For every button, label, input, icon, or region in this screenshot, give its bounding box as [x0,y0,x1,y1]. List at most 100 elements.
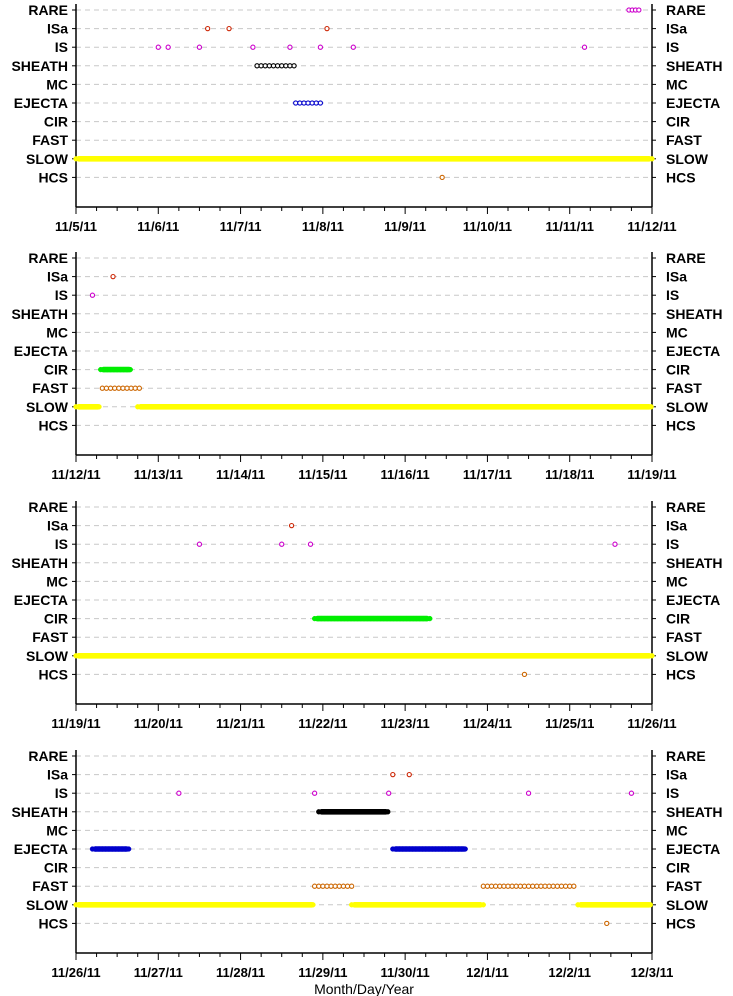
point-sheath [291,63,297,69]
category-label-left: IS [55,287,68,303]
point-is [196,541,203,547]
category-label-right: CIR [666,362,690,378]
x-tick-label: 11/11/11 [545,219,593,234]
category-label-right: MC [666,822,688,838]
category-label-right: ISa [666,269,687,285]
x-tick-label: 11/26/11 [627,716,676,731]
point-isa [288,522,295,529]
category-label-right: SHEATH [666,58,723,74]
band-point [385,809,391,815]
category-label-right: IS [666,785,679,801]
category-label-right: RARE [666,250,706,266]
category-label-left: MC [46,573,68,589]
category-label-left: MC [46,822,68,838]
category-label-right: EJECTA [666,343,720,359]
category-label-left: CIR [44,860,68,876]
category-label-left: HCS [38,417,68,433]
x-tick-label: 11/18/11 [545,467,594,482]
point-is [176,790,182,796]
point-isa [390,771,396,778]
category-label-left: ISa [47,518,68,534]
point-is [612,541,618,547]
category-label-right: SHEATH [666,804,723,820]
category-label-right: IS [666,39,679,55]
point-is [89,292,96,298]
category-label-left: CIR [44,114,68,130]
category-label-left: RARE [28,499,68,515]
category-label-right: EJECTA [666,841,720,857]
band-point [127,366,133,373]
x-tick-label: 11/8/11 [302,219,344,234]
category-label-left: ISa [47,767,68,783]
band-point [648,404,654,410]
x-tick-label: 11/9/11 [384,219,426,234]
category-label-right: CIR [666,860,690,876]
point-isa [110,273,116,280]
x-tick-label: 11/29/11 [298,965,347,980]
panel-1: RARE RARE ISa ISa IS IS SHEATH SHEATH MC MC EJECTA… [11,2,722,234]
category-label-right: SLOW [666,648,709,664]
panel-4: RARE RARE ISa ISa IS IS SHEATH SHEATH MC MC EJECTA… [11,748,722,996]
category-label-right: RARE [666,499,706,515]
category-label-left: SLOW [26,648,69,664]
point-hcs [521,671,528,678]
band-point [126,846,132,852]
x-tick-label: 11/5/11 [55,219,97,234]
category-label-left: SHEATH [11,58,68,74]
category-label-left: HCS [38,666,68,682]
category-label-left: HCS [38,169,68,185]
category-label-right: SLOW [666,399,709,415]
category-label-right: FAST [666,878,702,894]
point-is [165,44,171,50]
x-tick-label: 11/22/11 [298,716,347,731]
point-fast [349,883,355,889]
x-tick-label: 11/25/11 [545,716,594,731]
category-label-left: FAST [32,380,68,396]
x-tick-label: 11/10/11 [463,219,512,234]
category-label-left: EJECTA [14,841,68,857]
category-label-right: CIR [666,114,690,130]
category-label-left: CIR [44,611,68,627]
category-label-left: FAST [32,629,68,645]
x-tick-label: 11/28/11 [216,965,265,980]
category-label-left: SHEATH [11,804,68,820]
category-label-right: ISa [666,518,687,534]
category-label-right: IS [666,536,679,552]
category-label-left: ISa [47,269,68,285]
point-is [386,790,392,796]
point-is [628,790,635,796]
x-tick-label: 11/19/11 [627,467,676,482]
category-label-left: IS [55,536,68,552]
category-label-left: RARE [28,2,68,18]
x-tick-label: 11/30/11 [381,965,430,980]
panel-2: RARE RARE ISa ISa IS IS SHEATH SHEATH MC MC EJECTA… [11,250,722,482]
category-label-right: ISa [666,21,687,37]
x-tick-label: 11/12/11 [627,219,676,234]
category-label-left: ISa [47,21,68,37]
category-label-left: IS [55,39,68,55]
point-ejecta [317,100,324,106]
band-point [649,156,655,162]
point-isa [205,25,211,32]
category-label-left: EJECTA [14,592,68,608]
x-tick-label: 12/1/11 [466,965,509,980]
point-is [307,541,314,547]
x-tick-label: 12/3/11 [631,965,674,980]
x-tick-label: 11/20/11 [134,716,183,731]
point-fast [571,883,577,889]
band-point [310,902,316,908]
category-label-left: SHEATH [11,306,68,322]
x-tick-label: 11/15/11 [298,467,347,482]
category-label-left: RARE [28,748,68,764]
category-label-right: MC [666,573,688,589]
x-tick-label: 11/19/11 [51,716,100,731]
category-label-right: FAST [666,132,702,148]
band-point [647,902,654,908]
x-tick-label: 12/2/11 [548,965,591,980]
x-tick-label: 11/6/11 [137,219,179,234]
category-label-left: RARE [28,250,68,266]
point-is [311,790,318,796]
category-label-right: FAST [666,629,702,645]
category-label-right: MC [666,76,688,92]
